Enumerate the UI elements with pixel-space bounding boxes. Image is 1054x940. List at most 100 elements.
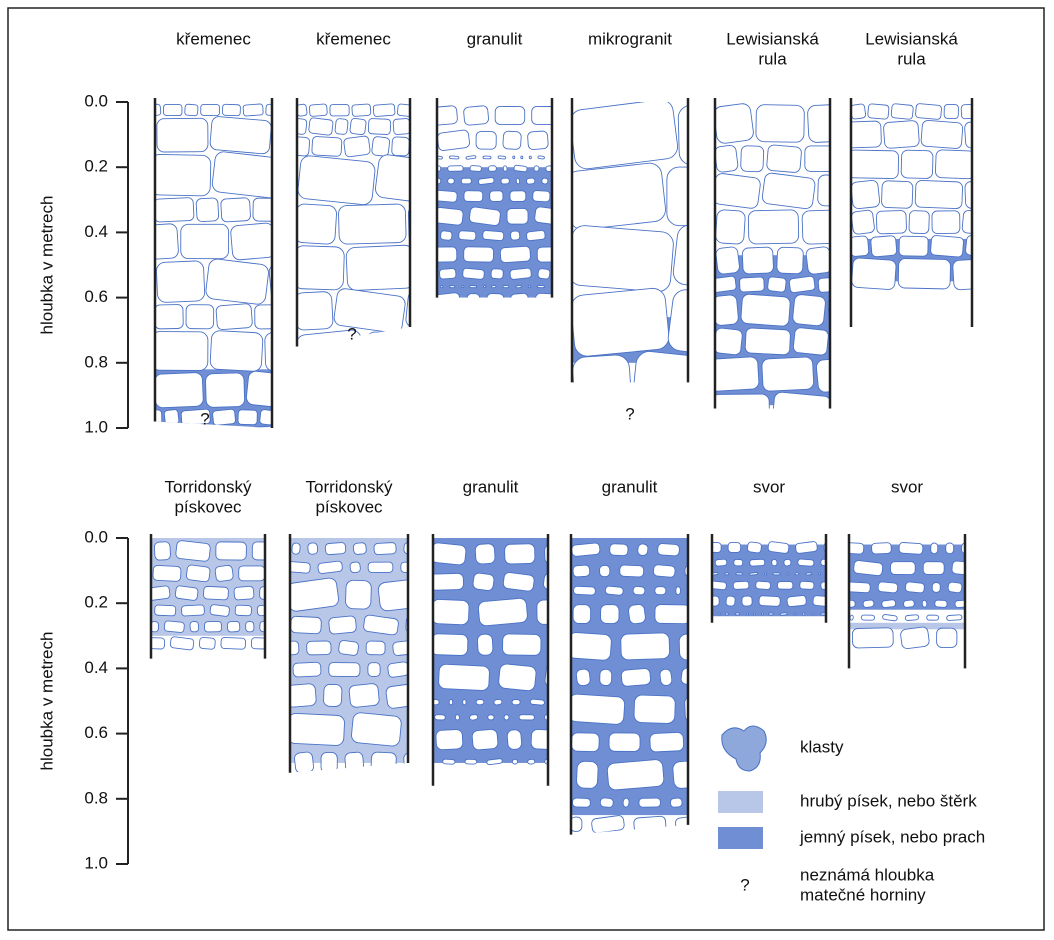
clast <box>675 586 681 596</box>
legend: ? klasty hrubý písek, nebo štěrk jemný píse… <box>718 725 985 904</box>
clast <box>377 578 408 612</box>
clast <box>749 572 759 576</box>
clast <box>486 758 503 766</box>
clast <box>727 542 742 553</box>
clast <box>447 177 455 185</box>
clast <box>489 190 504 202</box>
clast <box>805 246 830 275</box>
clast <box>344 751 365 773</box>
clast <box>788 275 816 294</box>
legend-label: neznámá hloubka <box>800 865 935 884</box>
clast <box>290 683 317 708</box>
clast <box>628 603 646 625</box>
clast <box>250 637 265 650</box>
profile <box>712 541 826 617</box>
clast <box>506 729 523 750</box>
clast <box>407 204 410 245</box>
clast <box>500 177 510 185</box>
clast <box>599 564 611 578</box>
clast <box>491 285 497 289</box>
clast <box>268 259 272 304</box>
clast <box>345 579 372 610</box>
clast <box>434 714 446 721</box>
clast <box>245 370 272 410</box>
clast <box>768 612 774 616</box>
clast <box>155 372 204 409</box>
clast <box>715 173 761 209</box>
clast <box>195 197 220 223</box>
clast <box>460 177 472 185</box>
clast <box>437 246 458 263</box>
clast <box>801 612 806 616</box>
clast <box>715 144 739 173</box>
clast <box>371 136 391 157</box>
clast <box>931 210 961 234</box>
clast <box>515 177 521 185</box>
clast <box>633 694 676 724</box>
clast <box>881 180 914 209</box>
profile-label: Lewisianská <box>865 29 958 48</box>
clast <box>684 564 688 578</box>
clast <box>156 117 209 153</box>
clast <box>622 797 630 808</box>
profile-label: svor <box>753 477 785 496</box>
clast <box>297 245 345 291</box>
clast <box>461 285 465 289</box>
clast <box>324 542 347 556</box>
clast <box>545 165 552 172</box>
clast <box>454 714 460 721</box>
profile-label: granulit <box>463 477 519 496</box>
clast <box>351 712 402 747</box>
clast <box>870 235 898 258</box>
clast <box>181 604 205 617</box>
clast <box>317 560 343 574</box>
clast <box>392 639 408 656</box>
clast <box>387 661 408 678</box>
legend-fine <box>718 827 763 849</box>
tick-label: 0.0 <box>84 527 108 546</box>
profile-label: křemenec <box>176 29 251 48</box>
clast <box>777 581 794 590</box>
clast <box>739 276 765 293</box>
clast <box>367 561 394 573</box>
profile <box>155 103 272 428</box>
clast <box>571 632 612 661</box>
clast <box>536 599 548 625</box>
clast <box>772 572 781 576</box>
clast <box>506 207 529 225</box>
frame <box>7 7 1045 931</box>
clast <box>375 154 410 207</box>
clast <box>468 206 501 226</box>
clast <box>329 104 350 117</box>
clast <box>520 155 524 160</box>
clast <box>466 293 481 298</box>
clast <box>934 149 972 180</box>
unknown-depth-mark: ? <box>347 324 356 343</box>
clast <box>715 209 746 245</box>
clast <box>442 758 456 765</box>
clast <box>437 189 458 203</box>
clast <box>871 542 892 555</box>
clast <box>477 597 528 627</box>
tick-label: 0.8 <box>84 352 108 371</box>
clast <box>779 612 788 616</box>
profile <box>437 105 552 298</box>
clast <box>851 179 881 210</box>
clast <box>715 294 739 326</box>
clast <box>724 572 730 576</box>
clast <box>541 177 549 185</box>
clast <box>433 542 467 566</box>
legend-label: matečné horniny <box>800 885 926 904</box>
clast <box>348 683 380 708</box>
clast <box>921 599 928 608</box>
clast <box>180 223 230 260</box>
clast <box>372 103 396 117</box>
clast <box>657 543 680 557</box>
clast <box>527 130 549 150</box>
profile-label: svor <box>891 477 923 496</box>
clast <box>807 104 830 143</box>
profile-label: mikrogranit <box>588 29 672 48</box>
clast <box>752 612 756 616</box>
profile <box>715 103 830 409</box>
clast <box>475 130 497 150</box>
